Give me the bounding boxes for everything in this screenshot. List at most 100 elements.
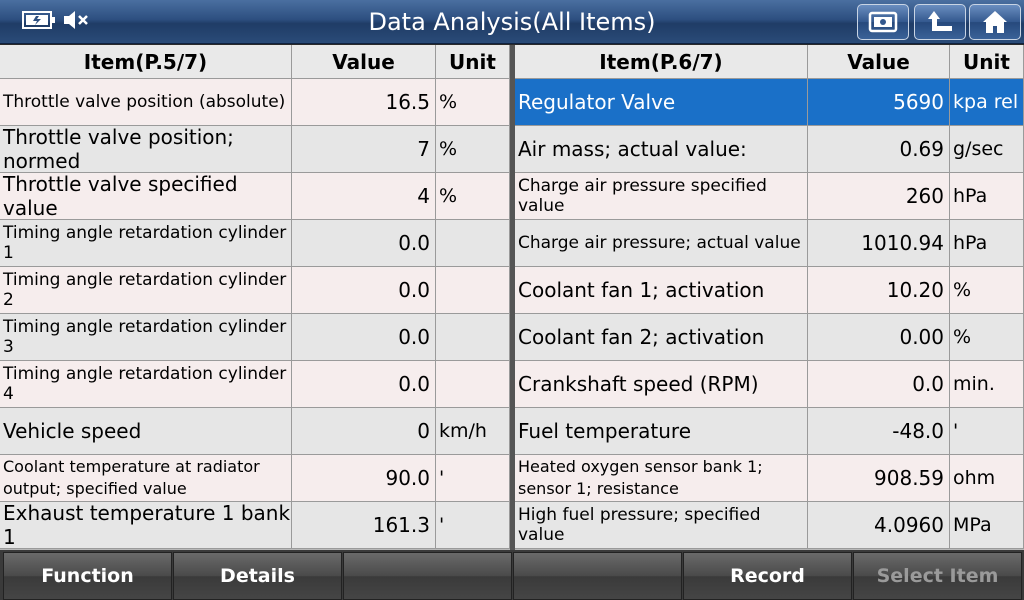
column-header-value[interactable]: Value	[808, 45, 950, 79]
battery-icon	[22, 11, 55, 29]
column-header-item[interactable]: Item(P.5/7)	[0, 45, 292, 79]
item-unit: min.	[950, 361, 1024, 408]
item-unit: '	[950, 408, 1024, 455]
item-value: 0.69	[808, 126, 950, 173]
home-button[interactable]	[969, 4, 1021, 40]
record-button[interactable]: Record	[683, 552, 852, 600]
item-name: Charge air pressure; actual value	[515, 220, 808, 267]
item-name: Coolant fan 2; activation	[515, 314, 808, 361]
item-value: 0.00	[808, 314, 950, 361]
item-name: Coolant fan 1; activation	[515, 267, 808, 314]
item-name: Air mass; actual value:	[515, 126, 808, 173]
table-row[interactable]: Timing angle retardation cylinder 2 0.0	[0, 267, 510, 314]
item-value: 0.0	[808, 361, 950, 408]
item-value: 0	[292, 408, 436, 455]
table-row[interactable]: Exhaust temperature 1 bank 1 161.3 '	[0, 502, 510, 549]
table-row-selected[interactable]: Regulator Valve 5690 kpa rel	[515, 79, 1024, 126]
select-item-button[interactable]: Select Item	[853, 552, 1022, 600]
table-row[interactable]: Crankshaft speed (RPM) 0.0 min.	[515, 361, 1024, 408]
table-row[interactable]: Timing angle retardation cylinder 1 0.0	[0, 220, 510, 267]
table-divider	[510, 45, 515, 550]
item-value: 5690	[808, 79, 950, 126]
back-icon	[928, 11, 952, 31]
item-value: 1010.94	[808, 220, 950, 267]
mute-icon	[64, 11, 88, 29]
item-value: 260	[808, 173, 950, 220]
table-row[interactable]: Coolant fan 1; activation 10.20 %	[515, 267, 1024, 314]
table-row[interactable]: Air mass; actual value: 0.69 g/sec	[515, 126, 1024, 173]
screenshot-button[interactable]	[857, 4, 909, 40]
item-name: Charge air pressure specified value	[515, 173, 808, 220]
item-unit: '	[436, 455, 510, 502]
table-row[interactable]: Throttle valve position (absolute) 16.5 …	[0, 79, 510, 126]
item-name: Exhaust temperature 1 bank 1	[0, 502, 292, 549]
item-value: 0.0	[292, 314, 436, 361]
item-value: -48.0	[808, 408, 950, 455]
item-unit	[436, 220, 510, 267]
item-unit: g/sec	[950, 126, 1024, 173]
item-value: 4.0960	[808, 502, 950, 549]
item-value: 16.5	[292, 79, 436, 126]
item-unit: MPa	[950, 502, 1024, 549]
item-unit	[436, 267, 510, 314]
item-name: Throttle valve position; normed	[0, 126, 292, 173]
item-unit	[436, 361, 510, 408]
table-row[interactable]: Fuel temperature -48.0 '	[515, 408, 1024, 455]
table-row[interactable]: Heated oxygen sensor bank 1; sensor 1; r…	[515, 455, 1024, 502]
item-name: Timing angle retardation cylinder 2	[0, 267, 292, 314]
item-name: Coolant temperature at radiator output; …	[0, 455, 292, 502]
table-row[interactable]: Timing angle retardation cylinder 3 0.0	[0, 314, 510, 361]
item-unit: %	[436, 126, 510, 173]
item-unit: %	[950, 314, 1024, 361]
item-name: Vehicle speed	[0, 408, 292, 455]
item-name: High fuel pressure; specified value	[515, 502, 808, 549]
table-row[interactable]: High fuel pressure; specified value 4.09…	[515, 502, 1024, 549]
item-name: Timing angle retardation cylinder 1	[0, 220, 292, 267]
item-value: 161.3	[292, 502, 436, 549]
item-value: 7	[292, 126, 436, 173]
screenshot-icon	[868, 11, 898, 33]
item-unit: hPa	[950, 173, 1024, 220]
table-row[interactable]: Timing angle retardation cylinder 4 0.0	[0, 361, 510, 408]
blank-button-2[interactable]	[513, 552, 682, 600]
item-name: Throttle valve position (absolute)	[0, 79, 292, 126]
item-unit: hPa	[950, 220, 1024, 267]
item-unit: %	[436, 173, 510, 220]
bottom-toolbar: Function Details Record Select Item	[0, 550, 1024, 600]
right-data-table: Item(P.6/7) Value Unit Regulator Valve 5…	[515, 45, 1024, 550]
function-button[interactable]: Function	[3, 552, 172, 600]
table-row[interactable]: Coolant temperature at radiator output; …	[0, 455, 510, 502]
details-button[interactable]: Details	[173, 552, 342, 600]
table-row[interactable]: Throttle valve position; normed 7 %	[0, 126, 510, 173]
item-name: Regulator Valve	[515, 79, 808, 126]
column-header-item[interactable]: Item(P.6/7)	[515, 45, 808, 79]
table-row[interactable]: Charge air pressure specified value 260 …	[515, 173, 1024, 220]
item-value: 90.0	[292, 455, 436, 502]
title-bar: Data Analysis(All Items)	[0, 0, 1024, 44]
column-header-unit[interactable]: Unit	[436, 45, 510, 79]
item-name: Timing angle retardation cylinder 3	[0, 314, 292, 361]
item-unit	[436, 314, 510, 361]
table-row[interactable]: Throttle valve specified value 4 %	[0, 173, 510, 220]
item-name: Timing angle retardation cylinder 4	[0, 361, 292, 408]
home-icon	[983, 11, 1007, 33]
item-unit: %	[436, 79, 510, 126]
item-value: 0.0	[292, 361, 436, 408]
item-value: 4	[292, 173, 436, 220]
table-row[interactable]: Vehicle speed 0 km/h	[0, 408, 510, 455]
item-name: Fuel temperature	[515, 408, 808, 455]
back-button[interactable]	[914, 4, 966, 40]
item-value: 0.0	[292, 220, 436, 267]
item-name: Throttle valve specified value	[0, 173, 292, 220]
item-value: 908.59	[808, 455, 950, 502]
table-row[interactable]: Charge air pressure; actual value 1010.9…	[515, 220, 1024, 267]
column-header-unit[interactable]: Unit	[950, 45, 1024, 79]
item-unit: ohm	[950, 455, 1024, 502]
left-data-table: Item(P.5/7) Value Unit Throttle valve po…	[0, 45, 510, 550]
blank-button-1[interactable]	[343, 552, 512, 600]
table-row[interactable]: Coolant fan 2; activation 0.00 %	[515, 314, 1024, 361]
item-unit: km/h	[436, 408, 510, 455]
page-title: Data Analysis(All Items)	[368, 8, 656, 36]
column-header-value[interactable]: Value	[292, 45, 436, 79]
item-unit: %	[950, 267, 1024, 314]
